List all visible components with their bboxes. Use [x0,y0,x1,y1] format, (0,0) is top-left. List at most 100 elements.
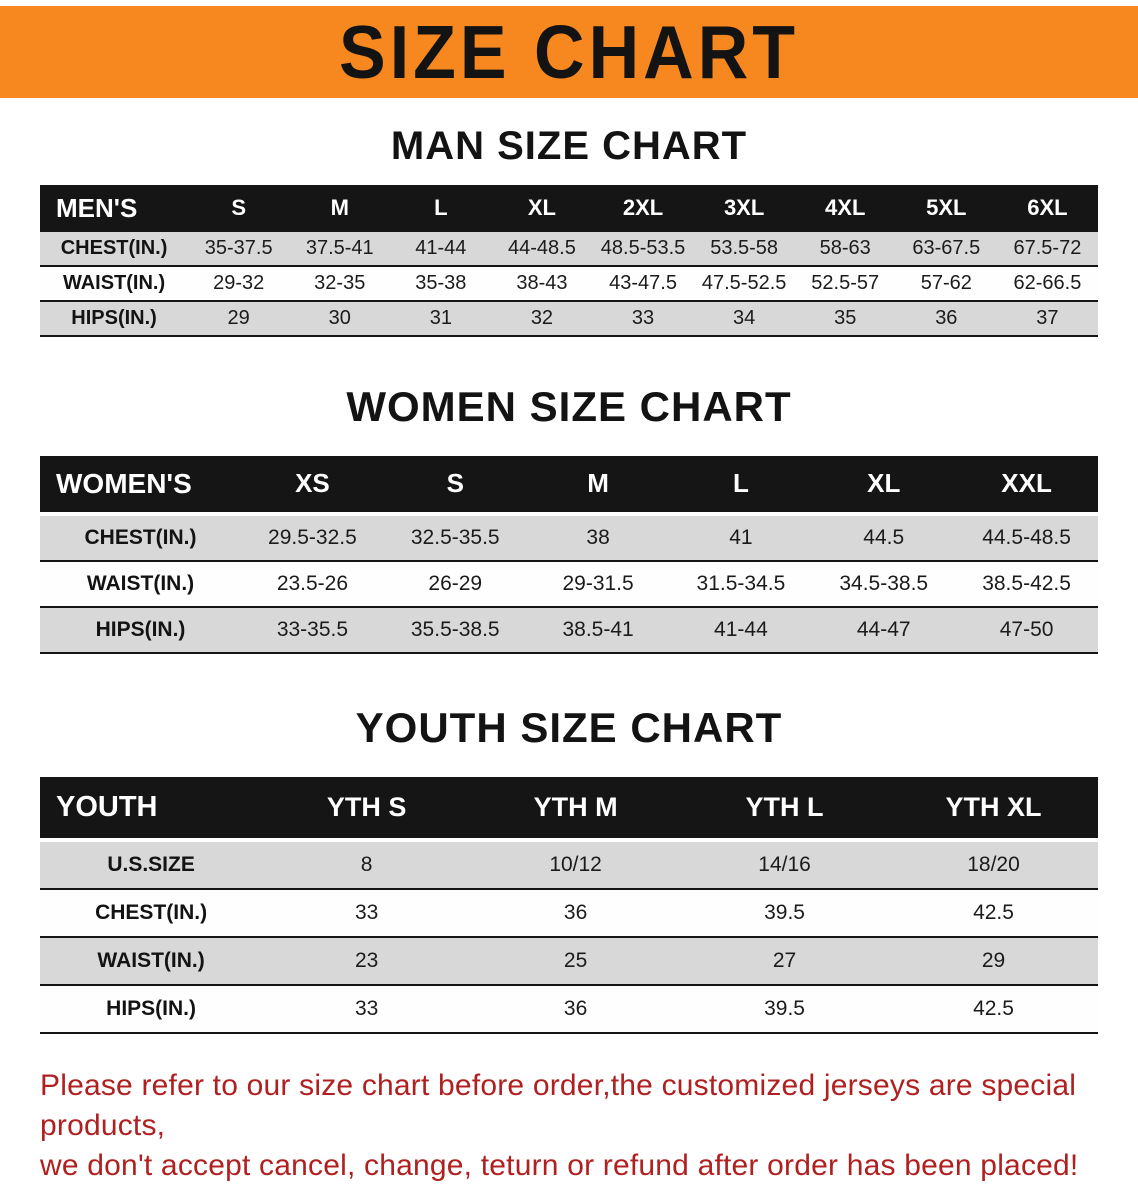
size-column-header: 5XL [895,184,997,232]
measurement-row-label: WAIST(IN.) [40,265,189,302]
size-row: WAIST(IN.) 29-32 32-35 35-38 38-43 43-47.5 47.… [40,265,1098,302]
size-row: WAIST(IN.) 23 25 27 29 [40,936,1098,986]
size-value-cell: 32.5-35.5 [383,513,527,562]
size-value-cell: 29-31.5 [526,560,670,608]
size-row: HIPS(IN.) 29 30 31 32 33 34 35 36 37 [40,300,1098,337]
size-value-cell: 8 [262,839,472,890]
size-table-header-row: WOMEN'S XS S M L XL XXL [40,455,1098,516]
size-row: HIPS(IN.) 33-35.5 35.5-38.5 38.5-41 41-44 44-… [40,606,1098,654]
size-value-cell: 39.5 [680,984,890,1034]
size-row: CHEST(IN.) 33 36 39.5 42.5 [40,888,1098,938]
size-value-cell: 27 [680,936,890,986]
measurement-row-label: CHEST(IN.) [40,231,189,267]
size-value-cell: 33 [592,300,694,337]
size-column-header: 4XL [794,184,896,232]
size-value-cell: 48.5-53.5 [592,231,694,267]
size-value-cell: 32-35 [289,265,391,302]
size-value-cell: 33 [262,984,472,1034]
size-column-header: S [188,184,290,232]
men-heading: MAN SIZE CHART [390,124,748,168]
size-value-cell: 57-62 [895,265,997,302]
size-value-cell: 29 [188,300,290,337]
size-row: CHEST(IN.) 29.5-32.5 32.5-35.5 38 41 44.5 44.5… [40,513,1098,562]
size-value-cell: 33 [262,888,472,938]
table-corner-label: MEN'S [40,184,189,232]
size-column-header: XS [241,455,384,516]
size-value-cell: 36 [471,888,681,938]
size-value-cell: 39.5 [680,888,890,938]
size-value-cell: 38.5-42.5 [955,560,1098,608]
size-row: WAIST(IN.) 23.5-26 26-29 29-31.5 31.5-34.5 34… [40,560,1098,608]
size-value-cell: 47-50 [955,606,1098,654]
size-column-header: YTH XL [889,776,1098,842]
order-policy-note: Please refer to our size chart before or… [40,1066,1098,1186]
size-row: U.S.SIZE 8 10/12 14/16 18/20 [40,839,1098,890]
size-value-cell: 30 [289,300,391,337]
size-value-cell: 23.5-26 [241,560,384,608]
size-value-cell: 43-47.5 [592,265,694,302]
men-size-table: MEN'S S M L XL 2XL 3XL 4XL 5XL 6XL CHEST(IN.) 35-37… [40,184,1098,337]
size-row: CHEST(IN.) 35-37.5 37.5-41 41-44 44-48.5 48.5… [40,231,1098,267]
size-column-header: 6XL [996,184,1098,232]
size-value-cell: 52.5-57 [794,265,896,302]
size-value-cell: 42.5 [889,984,1098,1034]
measurement-row-label: CHEST(IN.) [40,513,242,562]
size-value-cell: 31 [390,300,492,337]
size-column-header: L [390,184,492,232]
size-row: HIPS(IN.) 33 36 39.5 42.5 [40,984,1098,1034]
size-value-cell: 37.5-41 [289,231,391,267]
note-line-1: Please refer to our size chart before or… [40,1068,1077,1142]
size-value-cell: 38 [526,513,670,562]
size-value-cell: 38-43 [491,265,593,302]
table-corner-label: WOMEN'S [40,455,242,516]
size-value-cell: 63-67.5 [895,231,997,267]
size-value-cell: 44.5 [812,513,956,562]
size-value-cell: 37 [996,300,1098,337]
size-value-cell: 29.5-32.5 [241,513,384,562]
size-table-header-row: MEN'S S M L XL 2XL 3XL 4XL 5XL 6XL [40,184,1098,232]
measurement-row-label: HIPS(IN.) [40,606,242,654]
size-table-header-row: YOUTH YTH S YTH M YTH L YTH XL [40,776,1098,842]
size-value-cell: 36 [895,300,997,337]
size-value-cell: 26-29 [383,560,527,608]
size-column-header: 3XL [693,184,795,232]
size-value-cell: 47.5-52.5 [693,265,795,302]
size-value-cell: 35-38 [390,265,492,302]
size-value-cell: 25 [471,936,681,986]
size-value-cell: 32 [491,300,593,337]
youth-section: YOUTH SIZE CHART YOUTH YTH S YTH M YTH L YTH… [0,704,1138,1034]
size-column-header: M [526,455,670,516]
size-value-cell: 44.5-48.5 [955,513,1098,562]
size-value-cell: 67.5-72 [996,231,1098,267]
size-value-cell: 31.5-34.5 [669,560,813,608]
size-value-cell: 36 [471,984,681,1034]
size-value-cell: 41-44 [669,606,813,654]
women-size-table: WOMEN'S XS S M L XL XXL CHEST(IN.) 29.5-32.5 32.5… [40,455,1098,654]
size-column-header: YTH S [262,776,472,842]
size-value-cell: 38.5-41 [526,606,670,654]
size-value-cell: 18/20 [889,839,1098,890]
size-value-cell: 34.5-38.5 [812,560,956,608]
size-column-header: XL [812,455,956,516]
measurement-row-label: CHEST(IN.) [40,888,263,938]
women-section: WOMEN SIZE CHART WOMEN'S XS S M L XL XXL CHEST(… [0,383,1138,654]
banner-title: SIZE CHART [339,9,799,95]
women-heading: WOMEN SIZE CHART [346,382,792,430]
size-value-cell: 58-63 [794,231,896,267]
size-chart-page: SIZE CHART MAN SIZE CHART MEN'S S M L XL 2XL 3… [0,6,1138,1186]
measurement-row-label: HIPS(IN.) [40,300,189,337]
size-value-cell: 14/16 [680,839,890,890]
note-line-2: we don't accept cancel, change, teturn o… [40,1148,1079,1182]
measurement-row-label: U.S.SIZE [40,839,263,890]
size-column-header: YTH M [471,776,681,842]
size-column-header: YTH L [680,776,890,842]
size-column-header: XL [491,184,593,232]
size-value-cell: 35 [794,300,896,337]
men-section: MAN SIZE CHART MEN'S S M L XL 2XL 3XL 4XL 5XL 6XL… [0,124,1138,337]
size-value-cell: 42.5 [889,888,1098,938]
youth-heading: YOUTH SIZE CHART [355,703,783,751]
size-value-cell: 29-32 [188,265,290,302]
size-value-cell: 29 [889,936,1098,986]
size-column-header: S [383,455,527,516]
measurement-row-label: HIPS(IN.) [40,984,263,1034]
